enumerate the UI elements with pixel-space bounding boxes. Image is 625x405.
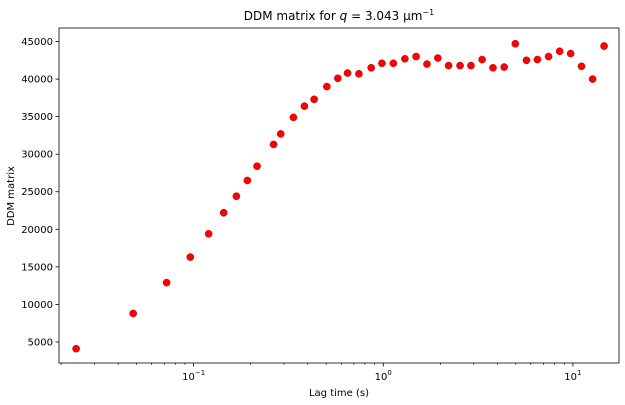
data-point	[310, 95, 318, 104]
data-point	[467, 61, 475, 70]
x-tick-label: 10−1	[182, 369, 205, 383]
data-point	[269, 140, 278, 149]
data-point	[334, 74, 342, 83]
title-unit: μm	[403, 9, 422, 23]
data-point	[243, 176, 252, 185]
data-point	[401, 54, 409, 63]
data-point	[162, 278, 171, 287]
y-tick-label: 5000	[28, 337, 53, 348]
y-tick-label: 45000	[21, 37, 53, 48]
y-tick-label: 25000	[21, 187, 53, 198]
title-prefix: DDM matrix for	[244, 9, 340, 23]
data-point	[367, 64, 376, 72]
data-point	[186, 253, 195, 261]
data-point	[289, 113, 298, 122]
data-point	[253, 162, 261, 171]
data-point	[300, 102, 309, 110]
data-point	[343, 69, 352, 77]
data-point	[434, 54, 442, 62]
data-point	[219, 208, 228, 217]
data-point	[511, 39, 520, 48]
y-tick-label: 40000	[21, 75, 53, 86]
y-tick-label: 10000	[21, 300, 53, 311]
data-point	[72, 344, 80, 353]
x-tick-label: 100	[375, 369, 392, 383]
data-point	[423, 60, 431, 68]
data-point	[389, 59, 398, 68]
data-point	[412, 52, 420, 61]
data-point	[378, 59, 386, 68]
title-unit-exponent: −1	[422, 8, 434, 17]
data-point	[204, 230, 213, 238]
data-point	[478, 55, 486, 64]
y-tick-label: 20000	[21, 225, 53, 236]
x-axis-label: Lag time (s)	[309, 388, 369, 399]
y-tick-label: 35000	[21, 112, 53, 123]
y-tick-label: 15000	[21, 262, 53, 273]
data-point	[444, 61, 453, 70]
data-point	[500, 63, 508, 71]
title-value: = 3.043	[347, 9, 403, 23]
data-point	[232, 192, 241, 201]
y-tick-label: 30000	[21, 150, 53, 161]
points-layer	[72, 39, 608, 353]
title-variable: q	[340, 9, 348, 23]
data-point	[355, 70, 363, 78]
y-axis-label: DDM matrix	[6, 166, 17, 226]
data-point	[129, 309, 137, 318]
data-point	[600, 42, 608, 50]
data-point	[544, 52, 553, 61]
ticks-layer: 10−1 100 101 5000 10000 15000 20000 25000 30000 3…	[21, 37, 581, 383]
data-point	[555, 47, 564, 56]
data-point	[456, 61, 464, 70]
x-tick-label: 101	[564, 369, 581, 383]
data-point	[577, 62, 586, 71]
data-point	[566, 49, 575, 58]
data-point	[323, 82, 331, 91]
data-point	[276, 130, 285, 138]
chart-title: DDM matrix for q = 3.043 μm−1	[244, 8, 435, 23]
data-point	[489, 64, 497, 72]
plot-frame	[58, 27, 620, 364]
data-point	[522, 56, 531, 65]
data-point	[588, 75, 597, 83]
data-point	[533, 55, 542, 64]
